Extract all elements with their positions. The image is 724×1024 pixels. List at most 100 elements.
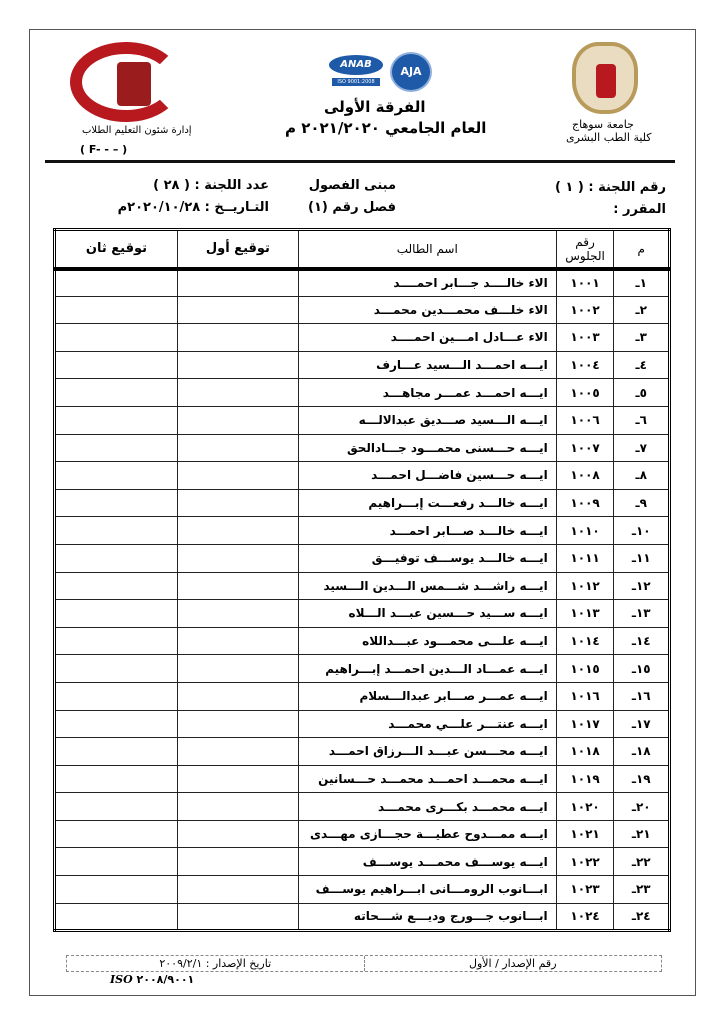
second-signature-cell[interactable] — [54, 433, 178, 463]
seat-number: ١٠٠٦ — [555, 405, 615, 435]
student-name: الاء عـــادل امـــين احمــــد — [297, 323, 557, 352]
second-signature-cell[interactable] — [54, 461, 178, 490]
university-seal-logo — [572, 42, 638, 114]
seat-number: ١٠٢٤ — [555, 902, 615, 932]
row-index: ٢٢ـ — [613, 847, 670, 877]
table-row: ٦ـ ١٠٠٦ ايـــه الـــسيد صـــديق عبدالالـــ… — [54, 405, 670, 435]
second-signature-cell[interactable] — [54, 378, 178, 407]
second-signature-cell[interactable] — [54, 764, 178, 794]
col-seat-number: رقم الجلوس — [555, 229, 615, 271]
second-signature-cell[interactable] — [54, 626, 178, 656]
table-row: ٣ـ ١٠٠٣ الاء عـــادل امـــين احمــــد — [54, 323, 670, 352]
seat-number: ١٠١٧ — [555, 709, 615, 739]
faculty-logo — [70, 42, 182, 122]
second-signature-cell[interactable] — [54, 323, 178, 352]
first-signature-cell[interactable] — [176, 543, 299, 573]
table-row: ٢٢ـ ١٠٢٢ ايـــه يوســـف محمـــد يوســـف — [54, 847, 670, 877]
second-signature-cell[interactable] — [54, 847, 178, 877]
student-name: ايـــه احمـــد الـــسيد عـــارف — [297, 350, 557, 380]
second-signature-cell[interactable] — [54, 654, 178, 683]
anab-logo: ANAB — [329, 55, 383, 75]
first-signature-cell[interactable] — [176, 709, 299, 739]
second-signature-cell[interactable] — [54, 599, 178, 628]
seat-number: ١٠٠٤ — [555, 350, 615, 380]
table-row: ١٣ـ ١٠١٣ ايـــه ســـيد حـــسين عبـــد الــ… — [54, 599, 670, 628]
first-signature-cell[interactable] — [176, 654, 299, 683]
first-signature-cell[interactable] — [176, 323, 299, 352]
first-signature-cell[interactable] — [176, 599, 299, 628]
second-signature-cell[interactable] — [54, 737, 178, 766]
course-label: المقرر : — [613, 202, 666, 217]
faculty-name: كلية الطب البشرى — [566, 131, 652, 144]
first-signature-cell[interactable] — [176, 488, 299, 518]
seat-number: ١٠٠٨ — [555, 461, 615, 490]
table-row: ٢٠ـ ١٠٢٠ ايـــه محمـــد بكـــرى محمـــد — [54, 792, 670, 821]
second-signature-cell[interactable] — [54, 902, 178, 932]
row-index: ١٦ـ — [613, 681, 670, 711]
table-row: ٢ـ ١٠٠٢ الاء خلـــف محمـــدين محمـــد — [54, 295, 670, 325]
row-index: ١٩ـ — [613, 764, 670, 794]
seat-number: ١٠٢٣ — [555, 875, 615, 904]
first-signature-cell[interactable] — [176, 268, 299, 297]
student-name: ايـــه خالـــد رفعـــت إبـــراهيم — [297, 488, 557, 518]
table-row: ١٢ـ ١٠١٢ ايـــه راشـــد شـــمس الـــدين ال… — [54, 571, 670, 601]
student-name: ابـــانوب جـــورج وديـــع شـــحاته — [297, 902, 557, 932]
row-index: ٤ـ — [613, 350, 670, 380]
building-name: مبنى الفصول — [308, 178, 396, 193]
row-index: ١٠ـ — [613, 516, 670, 545]
second-signature-cell[interactable] — [54, 405, 178, 435]
row-index: ٣ـ — [613, 323, 670, 352]
second-signature-cell[interactable] — [54, 268, 178, 297]
second-signature-cell[interactable] — [54, 792, 178, 821]
table-row: ٢١ـ ١٠٢١ ايـــه ممـــدوح عطيـــة حجـــازى … — [54, 819, 670, 849]
second-signature-cell[interactable] — [54, 819, 178, 849]
first-signature-cell[interactable] — [176, 764, 299, 794]
first-signature-cell[interactable] — [176, 847, 299, 877]
first-signature-cell[interactable] — [176, 516, 299, 545]
table-row: ١٤ـ ١٠١٤ ايـــه علـــى محمـــود عبـــداللا… — [54, 626, 670, 656]
second-signature-cell[interactable] — [54, 488, 178, 518]
table-row: ١٧ـ ١٠١٧ ايـــه عنتـــر علـــي محمـــد — [54, 709, 670, 739]
committee-count: عدد اللجنة : ( ٢٨ ) — [153, 178, 269, 193]
row-index: ١٥ـ — [613, 654, 670, 683]
first-signature-cell[interactable] — [176, 405, 299, 435]
table-row: ٧ـ ١٠٠٧ ايـــه حـــسنى محمـــود جـــادالحق — [54, 433, 670, 463]
table-row: ١٨ـ ١٠١٨ ايـــه محـــسن عبـــد الـــرزاق ا… — [54, 737, 670, 766]
student-name: ايـــه راشـــد شـــمس الـــدين الـــسيد — [297, 571, 557, 601]
second-signature-cell[interactable] — [54, 571, 178, 601]
row-index: ١١ـ — [613, 543, 670, 573]
first-signature-cell[interactable] — [176, 433, 299, 463]
page-border — [29, 29, 696, 996]
table-row: ١٥ـ ١٠١٥ ايـــه عمـــاد الـــدين احمـــد إ… — [54, 654, 670, 683]
table-row: ١ـ ١٠٠١ الاء خالــــد جـــابر احمــــد — [54, 268, 670, 297]
first-signature-cell[interactable] — [176, 792, 299, 821]
university-name: جامعة سوهاج — [572, 118, 634, 131]
second-signature-cell[interactable] — [54, 350, 178, 380]
issue-date: تاريخ الإصدار : ٢٠٠٩/٢/١ — [67, 956, 365, 971]
row-index: ٢٤ـ — [613, 902, 670, 932]
first-signature-cell[interactable] — [176, 295, 299, 325]
seat-number: ١٠١٢ — [555, 571, 615, 601]
first-signature-cell[interactable] — [176, 378, 299, 407]
second-signature-cell[interactable] — [54, 295, 178, 325]
seat-number: ١٠٠٢ — [555, 295, 615, 325]
iso-number: ٢٠٠٨/٩٠٠١ — [136, 973, 195, 986]
second-signature-cell[interactable] — [54, 709, 178, 739]
second-signature-cell[interactable] — [54, 681, 178, 711]
student-name: ايـــه احمـــد عمـــر مجاهـــد — [297, 378, 557, 407]
first-signature-cell[interactable] — [176, 571, 299, 601]
first-signature-cell[interactable] — [176, 350, 299, 380]
student-name: ابـــانوب الرومـــانى ابـــراهيم يوســـف — [297, 875, 557, 904]
first-signature-cell[interactable] — [176, 737, 299, 766]
second-signature-cell[interactable] — [54, 875, 178, 904]
second-signature-cell[interactable] — [54, 543, 178, 573]
first-signature-cell[interactable] — [176, 681, 299, 711]
first-signature-cell[interactable] — [176, 875, 299, 904]
first-signature-cell[interactable] — [176, 461, 299, 490]
first-signature-cell[interactable] — [176, 819, 299, 849]
student-name: ايـــه عمـــر صـــابر عبدالـــسلام — [297, 681, 557, 711]
second-signature-cell[interactable] — [54, 516, 178, 545]
first-signature-cell[interactable] — [176, 902, 299, 932]
row-index: ٧ـ — [613, 433, 670, 463]
first-signature-cell[interactable] — [176, 626, 299, 656]
